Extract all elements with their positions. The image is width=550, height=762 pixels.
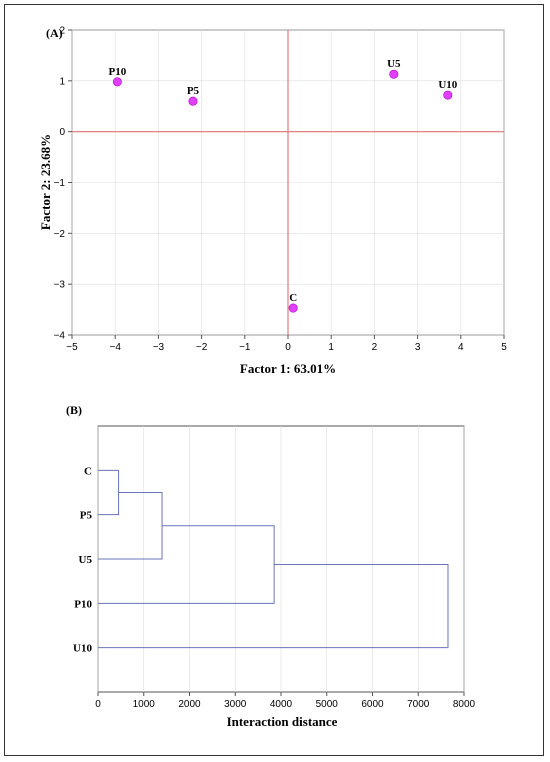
dendrogram-x-tick-label: 8000 [453,699,476,710]
dendrogram-x-ticks: 0 1000 2000 3000 4000 5000 6000 7000 8000 [95,692,476,710]
scatter-x-tick-label: −3 [153,342,165,353]
scatter-points: P10 P5 C U5 U10 [108,58,458,313]
dendrogram-x-tick-label: 6000 [361,699,384,710]
scatter-x-tick-label: 3 [415,342,421,353]
scatter-zero-lines [72,30,504,335]
dendrogram-leaf-c: C [84,465,92,477]
dendrogram-leaf-labels: C P5 U5 P10 U10 [73,465,92,654]
scatter-x-tick-label: 2 [372,342,378,353]
dendrogram-link-3 [98,525,275,604]
scatter-x-ticks: −5 −4 −3 −2 −1 0 1 2 3 4 5 [66,335,507,353]
scatter-x-tick-label: −1 [239,342,251,353]
scatter-point-label-p5: P5 [187,85,200,97]
scatter-point-label-u10: U10 [438,79,457,91]
dendrogram-x-tick-label: 1000 [133,699,156,710]
dendrogram-links [98,469,449,649]
dendrogram-x-tick-label: 5000 [316,699,339,710]
dendrogram-x-axis-label: Interaction distance [227,714,338,729]
panel-a-label: (A) [46,26,63,40]
dendrogram-link-2 [98,492,163,560]
dendrogram-leaf-u5: U5 [79,554,93,566]
scatter-x-tick-label: −5 [66,342,78,353]
scatter-point-c [288,303,298,313]
dendrogram-x-tick-label: 4000 [270,699,293,710]
scatter-x-tick-label: 0 [285,342,291,353]
dendrogram-x-tick-label: 3000 [224,699,247,710]
dendrogram-x-tick-label: 7000 [407,699,430,710]
scatter-y-tick-label: −2 [54,229,66,240]
dendrogram-leaf-u10: U10 [73,643,92,655]
scatter-point-label-p10: P10 [108,66,126,78]
scatter-point-u5 [389,69,399,79]
scatter-point-p5 [188,96,198,106]
scatter-x-tick-label: −2 [196,342,208,353]
figure-frame [4,4,544,756]
scatter-x-tick-label: 5 [501,342,507,353]
panel-b-label: (B) [66,403,82,417]
scatter-y-tick-label: −1 [54,178,66,189]
dendrogram-x-tick-label: 0 [95,699,101,710]
scatter-point-p10 [112,77,122,87]
scatter-x-tick-label: 4 [458,342,464,353]
scatter-y-axis-label: Factor 2: 23.68% [38,134,53,230]
dendrogram-link-1 [98,469,120,516]
scatter-x-tick-label: −4 [109,342,121,353]
scatter-x-axis-label: Factor 1: 63.01% [240,361,336,376]
scatter-y-tick-label: 2 [59,26,65,37]
dendrogram-leaf-p10: P10 [74,598,92,610]
scatter-y-tick-label: 0 [59,127,65,138]
scatter-x-tick-label: 1 [328,342,334,353]
scatter-point-label-c: C [289,292,297,304]
scatter-point-label-u5: U5 [387,58,401,70]
scatter-y-tick-label: −4 [54,331,66,342]
dendrogram-panel: (B) 0 1000 2000 3000 4000 5000 6000 7000 8000 C P… [66,403,476,729]
dendrogram-leaf-p5: P5 [80,510,93,522]
dendrogram-link-4 [98,564,449,649]
dendrogram-x-tick-label: 2000 [178,699,201,710]
scatter-y-ticks: 2 1 0 −1 −2 −3 −4 [54,26,72,342]
scatter-y-tick-label: −3 [54,280,66,291]
scatter-point-u10 [443,90,453,100]
scatter-panel: (A) −5 −4 −3 −2 −1 0 1 2 3 4 5 210−1−2−3−4 P10P5CU… [38,26,507,377]
scatter-y-tick-label: 1 [59,76,65,87]
